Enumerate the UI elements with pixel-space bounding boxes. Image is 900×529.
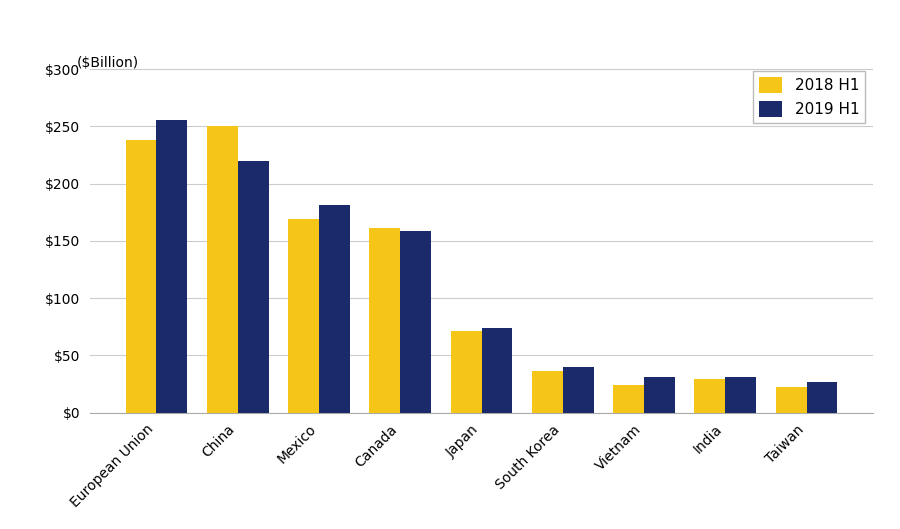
Bar — [644, 377, 675, 413]
Bar — [369, 229, 400, 413]
Bar — [482, 328, 512, 413]
Bar — [238, 161, 268, 413]
Bar — [207, 126, 238, 413]
Bar — [288, 219, 319, 413]
Bar — [613, 385, 644, 413]
Bar — [806, 382, 837, 413]
Bar — [562, 367, 594, 413]
Bar — [532, 371, 562, 413]
Bar — [319, 205, 350, 413]
Bar — [157, 120, 187, 413]
Bar — [400, 231, 431, 413]
Bar — [451, 331, 482, 413]
Bar — [126, 140, 157, 413]
Text: ($Billion): ($Billion) — [76, 56, 139, 69]
Legend: 2018 H1, 2019 H1: 2018 H1, 2019 H1 — [753, 71, 866, 123]
Bar — [776, 387, 806, 413]
Bar — [725, 377, 756, 413]
Bar — [695, 379, 725, 413]
